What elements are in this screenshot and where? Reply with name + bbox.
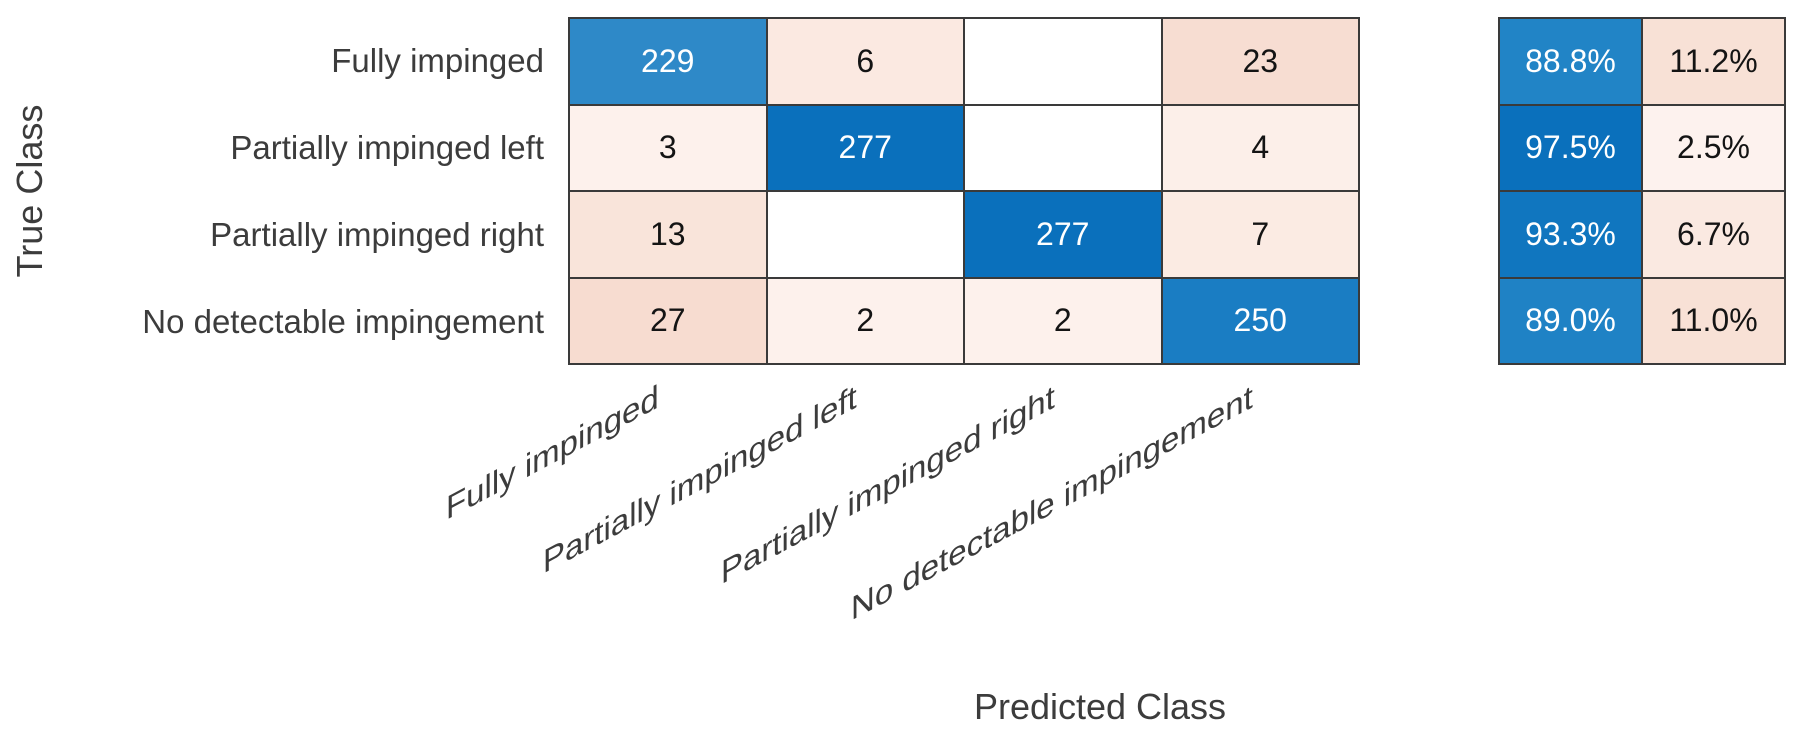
matrix-cell-r4c1: 27 — [570, 278, 766, 363]
matrix-cell-r4c2: 2 — [767, 278, 963, 363]
row-summary-grid: 88.8% 11.2% 97.5% 2.5% 93.3% 6.7% 89.0% 11.0% — [1498, 17, 1786, 365]
matrix-cell-r3c3: 277 — [965, 192, 1161, 277]
x-axis-title: Predicted Class — [973, 686, 1227, 727]
matrix-cell-r2c3 — [965, 105, 1161, 190]
summary-cell-r1-incorrect: 11.2% — [1643, 19, 1784, 104]
summary-cell-r1-correct: 88.8% — [1500, 19, 1641, 104]
matrix-cell-r2c1: 3 — [570, 105, 766, 190]
matrix-cell-r3c4: 7 — [1162, 192, 1358, 277]
y-tick-label-2: Partially impinged left — [230, 129, 544, 166]
matrix-cell-r2c4: 4 — [1162, 105, 1358, 190]
y-tick-label-1: Fully impinged — [331, 42, 544, 79]
summary-cell-r4-incorrect: 11.0% — [1643, 278, 1784, 363]
y-tick-label-4: No detectable impingement — [142, 303, 544, 340]
summary-cell-r3-correct: 93.3% — [1500, 192, 1641, 277]
matrix-cell-r1c3 — [965, 19, 1161, 104]
y-tick-label-3: Partially impinged right — [210, 216, 544, 253]
matrix-cell-r3c2 — [767, 192, 963, 277]
summary-cell-r3-incorrect: 6.7% — [1643, 192, 1784, 277]
x-tick-label-3: Partially impinged right — [721, 377, 1055, 592]
summary-cell-r2-incorrect: 2.5% — [1643, 105, 1784, 190]
matrix-cell-r1c1: 229 — [570, 19, 766, 104]
matrix-cell-r4c4: 250 — [1162, 278, 1358, 363]
matrix-cell-r3c1: 13 — [570, 192, 766, 277]
matrix-cell-r1c4: 23 — [1162, 19, 1358, 104]
summary-cell-r2-correct: 97.5% — [1500, 105, 1641, 190]
confusion-matrix-grid: 229 6 23 3 277 4 13 277 7 27 2 2 250 — [568, 17, 1360, 365]
matrix-cell-r1c2: 6 — [767, 19, 963, 104]
x-tick-label-2: Partially impinged left — [543, 377, 857, 581]
summary-cell-r4-correct: 89.0% — [1500, 278, 1641, 363]
matrix-cell-r2c2: 277 — [767, 105, 963, 190]
matrix-cell-r4c3: 2 — [965, 278, 1161, 363]
